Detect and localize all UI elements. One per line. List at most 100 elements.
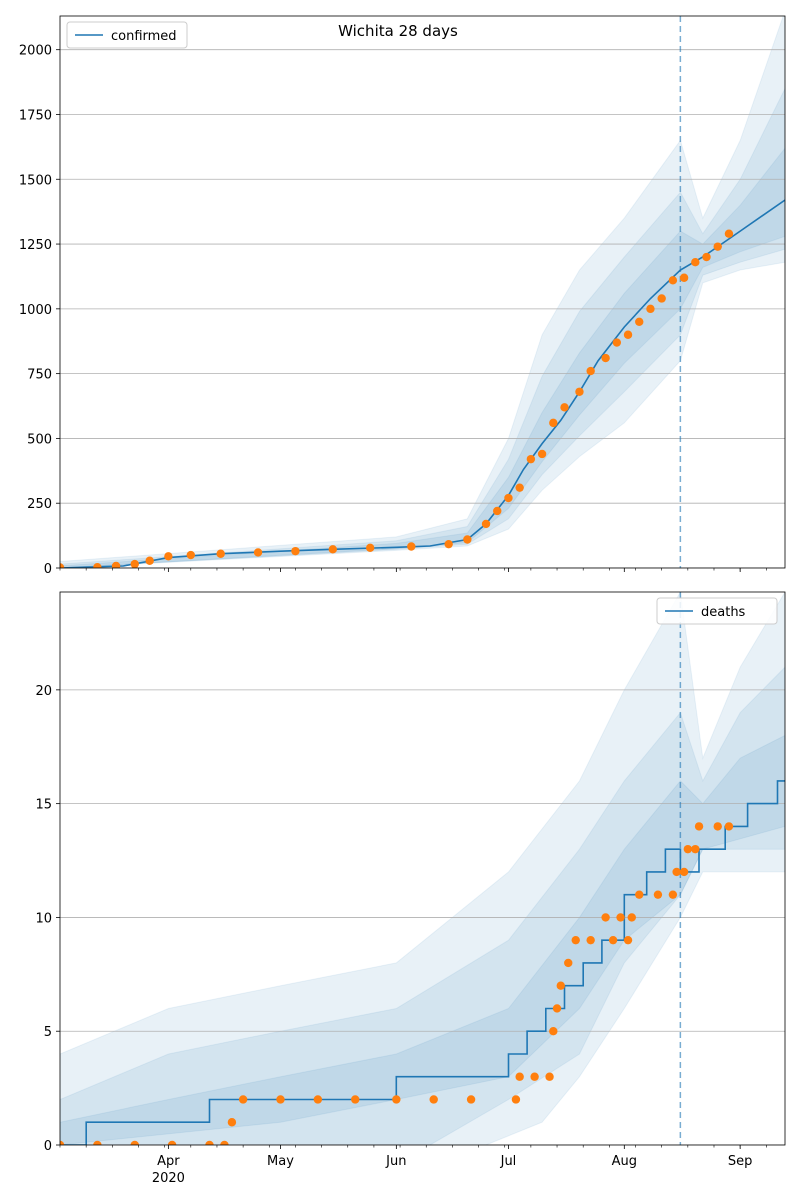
observed-point: [504, 493, 513, 503]
legend-box: [656, 597, 778, 625]
observed-point: [713, 822, 722, 831]
y-tick-label: 500: [27, 432, 52, 447]
observed-point: [646, 304, 655, 314]
y-tick-label: 0: [44, 562, 52, 577]
observed-point: [552, 1004, 562, 1013]
y-tick-label: 10: [35, 911, 52, 926]
observed-point: [537, 449, 547, 459]
uncertainty-band-0: [60, 592, 785, 1145]
observed-point: [444, 539, 453, 549]
observed-point: [407, 542, 416, 551]
observed-point: [328, 545, 338, 554]
uncertainty-band-1: [60, 88, 785, 568]
uncertainty-band-2: [60, 147, 785, 568]
y-tick-label: 750: [27, 368, 52, 383]
model-fit-line: [60, 199, 785, 568]
observed-point: [429, 1095, 438, 1104]
observed-point: [560, 403, 569, 412]
observed-point: [145, 556, 154, 565]
observed-point: [616, 913, 625, 922]
uncertainty-band-0: [60, 16, 785, 568]
x-tick-label: Apr: [157, 1154, 180, 1169]
observed-point: [164, 552, 173, 561]
observed-point: [466, 1095, 476, 1104]
y-tick-label: 1750: [19, 108, 52, 123]
y-tick-label: 1500: [19, 173, 52, 188]
observed-point: [713, 242, 722, 251]
observed-point: [530, 1072, 539, 1081]
observed-point: [549, 1027, 558, 1036]
observed-point: [167, 1140, 177, 1145]
observed-point: [493, 506, 502, 516]
observed-point: [227, 1118, 237, 1127]
observed-point: [564, 958, 573, 968]
observed-point: [481, 519, 491, 529]
observed-point: [668, 890, 678, 899]
observed-point: [313, 1095, 323, 1104]
y-tick-label: 15: [35, 798, 52, 813]
observed-point: [627, 913, 636, 922]
observed-point: [691, 257, 700, 267]
observed-point: [60, 1140, 65, 1145]
x-tick-label: Jul: [500, 1154, 517, 1169]
axes-frame: [59, 15, 786, 569]
y-tick-label: 0: [44, 1139, 52, 1154]
observed-point: [111, 561, 121, 568]
x-tick-label: Sep: [728, 1154, 753, 1169]
observed-point: [601, 353, 610, 363]
legend-label: deaths: [701, 605, 746, 620]
observed-point: [694, 822, 704, 831]
observed-point: [549, 418, 558, 428]
y-tick-label: 1000: [19, 303, 52, 318]
observed-point: [130, 1140, 139, 1145]
x-tick-label: Jun: [385, 1154, 406, 1169]
y-tick-label: 250: [27, 497, 52, 512]
observed-point: [635, 890, 644, 899]
observed-point: [586, 366, 595, 376]
observed-point: [668, 276, 678, 285]
observed-point: [392, 1095, 401, 1104]
observed-point: [351, 1095, 360, 1104]
observed-point: [575, 387, 584, 396]
observed-point: [515, 483, 524, 492]
observed-point: [571, 935, 580, 945]
observed-point: [93, 563, 102, 568]
observed-point: [608, 935, 618, 945]
legend-label: confirmed: [111, 29, 177, 44]
confirmed-panel: 0 250 500 750 1000 1250 1500 1750 2000 Wichita 28…: [19, 15, 786, 577]
observed-point: [724, 229, 734, 238]
observed-point: [586, 935, 595, 945]
observed-point: [130, 559, 139, 568]
observed-point: [291, 546, 300, 556]
y-tick-label: 5: [44, 1025, 52, 1040]
observed-point: [253, 548, 263, 557]
observed-point: [612, 338, 622, 347]
uncertainty-band-2: [60, 734, 785, 1145]
axes-frame: [59, 591, 786, 1146]
observed-point: [515, 1072, 524, 1081]
chart-title: Wichita 28 days: [338, 22, 458, 40]
observed-point: [683, 844, 693, 854]
y-tick-label: 20: [35, 684, 52, 699]
observed-point: [365, 543, 375, 552]
observed-point: [93, 1140, 102, 1145]
observed-point: [653, 890, 663, 899]
observed-point: [672, 867, 681, 877]
observed-point: [545, 1072, 554, 1081]
observed-point: [205, 1140, 214, 1145]
x-tick-sublabel: 2020: [152, 1171, 185, 1186]
y-tick-label: 2000: [19, 44, 52, 59]
observed-point: [679, 867, 689, 877]
observed-point: [556, 981, 565, 990]
observed-point: [463, 535, 472, 544]
observed-point: [635, 317, 644, 327]
x-tick-label: May: [267, 1154, 294, 1169]
observed-point: [601, 913, 610, 922]
plot-area: [60, 16, 785, 568]
observed-point: [220, 1140, 229, 1145]
observed-point: [238, 1095, 248, 1104]
observed-point: [511, 1095, 521, 1104]
y-tick-label: 1250: [19, 238, 52, 253]
plot-area: [60, 592, 785, 1145]
